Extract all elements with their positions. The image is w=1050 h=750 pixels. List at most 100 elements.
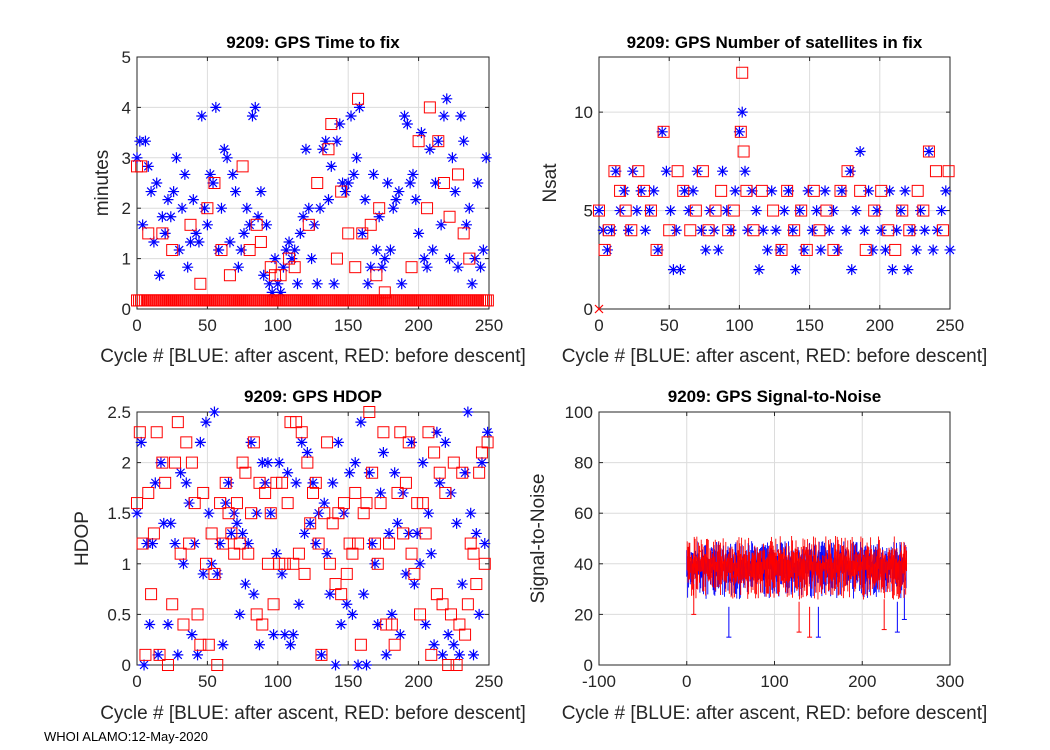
square-marker <box>159 476 172 489</box>
square-marker <box>447 456 460 469</box>
square-marker <box>211 659 224 671</box>
asterisk-marker <box>466 278 478 290</box>
square-marker <box>214 497 227 510</box>
asterisk-marker <box>362 278 374 290</box>
square-marker <box>598 243 611 256</box>
asterisk-marker <box>306 253 318 265</box>
square-marker <box>452 168 465 181</box>
asterisk-marker <box>468 649 480 661</box>
asterisk-marker <box>421 261 433 273</box>
asterisk-marker <box>152 649 164 661</box>
square-marker <box>444 608 457 621</box>
asterisk-marker <box>674 264 686 276</box>
square-marker <box>608 165 621 178</box>
asterisk-marker <box>328 278 340 290</box>
asterisk-marker <box>314 202 326 214</box>
asterisk-marker <box>910 244 922 256</box>
asterisk-marker <box>365 261 377 273</box>
axes-hdop: 0 50 100 150 200 250 0 0.5 1 1.5 2 2.5 9209: GPS HDO… <box>72 387 526 724</box>
asterisk-marker <box>303 202 315 214</box>
asterisk-marker <box>832 244 844 256</box>
axes-box <box>136 56 490 310</box>
x-tick-label: 250 <box>475 672 503 691</box>
square-marker <box>201 202 214 215</box>
square-marker <box>184 218 197 231</box>
asterisk-marker <box>315 649 327 661</box>
square-marker <box>371 557 384 570</box>
y-axis-label: Signal-to-Noise <box>528 474 549 604</box>
square-marker <box>177 618 190 631</box>
asterisk-marker <box>327 477 339 489</box>
asterisk-marker <box>361 659 373 671</box>
asterisk-marker <box>420 619 432 631</box>
x-tick-label: 0 <box>682 672 691 691</box>
square-marker <box>298 567 311 580</box>
asterisk-marker <box>355 416 367 428</box>
asterisk-marker <box>431 426 443 438</box>
asterisk-marker <box>321 548 333 560</box>
axes-time-to-fix: 0 50 100 150 200 250 0 1 2 3 4 5 9209: GPS Time to f… <box>92 33 526 367</box>
square-marker <box>715 184 728 197</box>
square-marker <box>225 527 238 540</box>
x-tick-label: 50 <box>660 316 679 335</box>
square-marker <box>734 125 747 138</box>
asterisk-marker <box>300 143 312 155</box>
asterisk-marker <box>867 244 879 256</box>
asterisk-marker <box>639 224 651 236</box>
asterisk-marker <box>369 558 381 570</box>
asterisk-marker <box>287 629 299 641</box>
asterisk-marker <box>601 244 613 256</box>
square-marker <box>942 165 955 178</box>
square-marker <box>854 184 867 197</box>
asterisk-marker <box>197 568 209 580</box>
asterisk-marker <box>248 588 260 600</box>
square-marker <box>156 227 169 240</box>
asterisk-marker <box>185 236 197 248</box>
asterisk-marker <box>359 194 371 206</box>
x-tick-label: 0 <box>594 316 603 335</box>
asterisk-marker <box>192 649 204 661</box>
x-tick-label: 250 <box>475 316 503 335</box>
asterisk-marker <box>211 568 223 580</box>
square-marker <box>236 456 249 469</box>
asterisk-marker <box>670 224 682 236</box>
square-marker <box>807 184 820 197</box>
square-marker <box>245 507 258 520</box>
asterisk-marker <box>858 224 870 236</box>
square-marker <box>677 184 690 197</box>
x-tick-label: 0 <box>132 316 141 335</box>
mean-line <box>686 548 907 583</box>
asterisk-marker <box>383 527 395 539</box>
square-marker <box>323 557 336 570</box>
asterisk-marker <box>170 152 182 164</box>
asterisk-marker <box>156 211 168 223</box>
x-tick-label: 150 <box>334 672 362 691</box>
asterisk-marker <box>794 205 806 217</box>
y-tick-label: 5 <box>122 48 131 67</box>
square-marker <box>470 578 483 591</box>
square-marker <box>437 177 450 189</box>
asterisk-marker <box>700 244 712 256</box>
asterisk-marker <box>307 477 319 489</box>
asterisk-marker <box>444 253 456 265</box>
asterisk-marker <box>622 224 634 236</box>
y-axis-label: Nsat <box>540 163 561 203</box>
asterisk-marker <box>210 101 222 113</box>
asterisk-marker <box>180 477 192 489</box>
asterisk-marker <box>292 278 304 290</box>
asterisk-marker <box>480 152 492 164</box>
asterisk-marker <box>201 219 213 231</box>
asterisk-marker <box>214 538 226 550</box>
square-marker <box>414 608 427 621</box>
asterisk-marker <box>472 177 484 189</box>
square-marker <box>276 476 289 489</box>
square-marker <box>136 537 149 550</box>
asterisk-marker <box>331 135 343 147</box>
square-marker <box>349 261 362 274</box>
square-marker <box>301 456 314 469</box>
square-marker <box>366 466 379 479</box>
asterisk-marker <box>230 186 242 198</box>
square-marker <box>142 486 155 499</box>
asterisk-marker <box>473 608 485 620</box>
asterisk-marker <box>275 286 287 298</box>
